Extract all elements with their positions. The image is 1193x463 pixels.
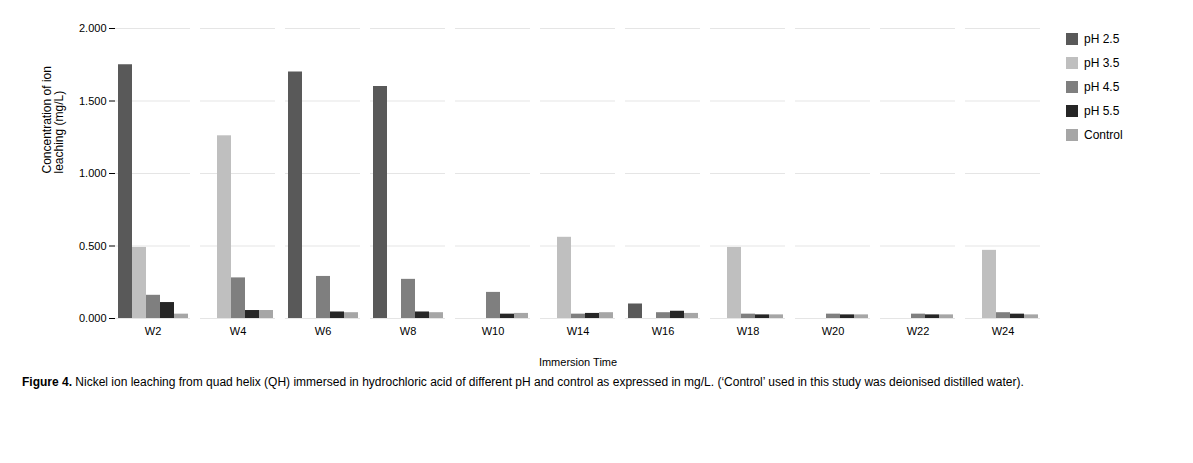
svg-text:1.500: 1.500: [79, 95, 107, 107]
html-text:pH 3.5: pH 3.5: [1084, 56, 1120, 70]
svg-text:W2: W2: [145, 325, 162, 337]
html-text:pH 5.5: pH 5.5: [1084, 104, 1120, 118]
svg-text:2.000: 2.000: [79, 22, 107, 34]
svg-text:W14: W14: [567, 325, 590, 337]
svg-text:W24: W24: [992, 325, 1015, 337]
svg-text:W8: W8: [400, 325, 417, 337]
svg-text:W20: W20: [822, 325, 845, 337]
html-text:Figure 4. Nickel ion leaching: Figure 4. Nickel ion leaching from quad …: [22, 375, 1024, 389]
svg-text:0.000: 0.000: [79, 312, 107, 324]
svg-text:W16: W16: [652, 325, 675, 337]
html-text:pH 4.5: pH 4.5: [1084, 80, 1120, 94]
svg-text:W10: W10: [482, 325, 505, 337]
svg-text:W18: W18: [737, 325, 760, 337]
html-text:Control: Control: [1084, 128, 1123, 142]
svg-text:W6: W6: [315, 325, 332, 337]
svg-text:Concentration of ionleaching (: Concentration of ionleaching (mg/L): [40, 66, 66, 173]
svg-text:1.000: 1.000: [79, 167, 107, 179]
svg-text:0.500: 0.500: [79, 240, 107, 252]
svg-text:W4: W4: [230, 325, 247, 337]
svg-text:W22: W22: [907, 325, 930, 337]
html-text:pH 2.5: pH 2.5: [1084, 32, 1120, 46]
svg-text:Immersion Time: Immersion Time: [539, 356, 617, 368]
